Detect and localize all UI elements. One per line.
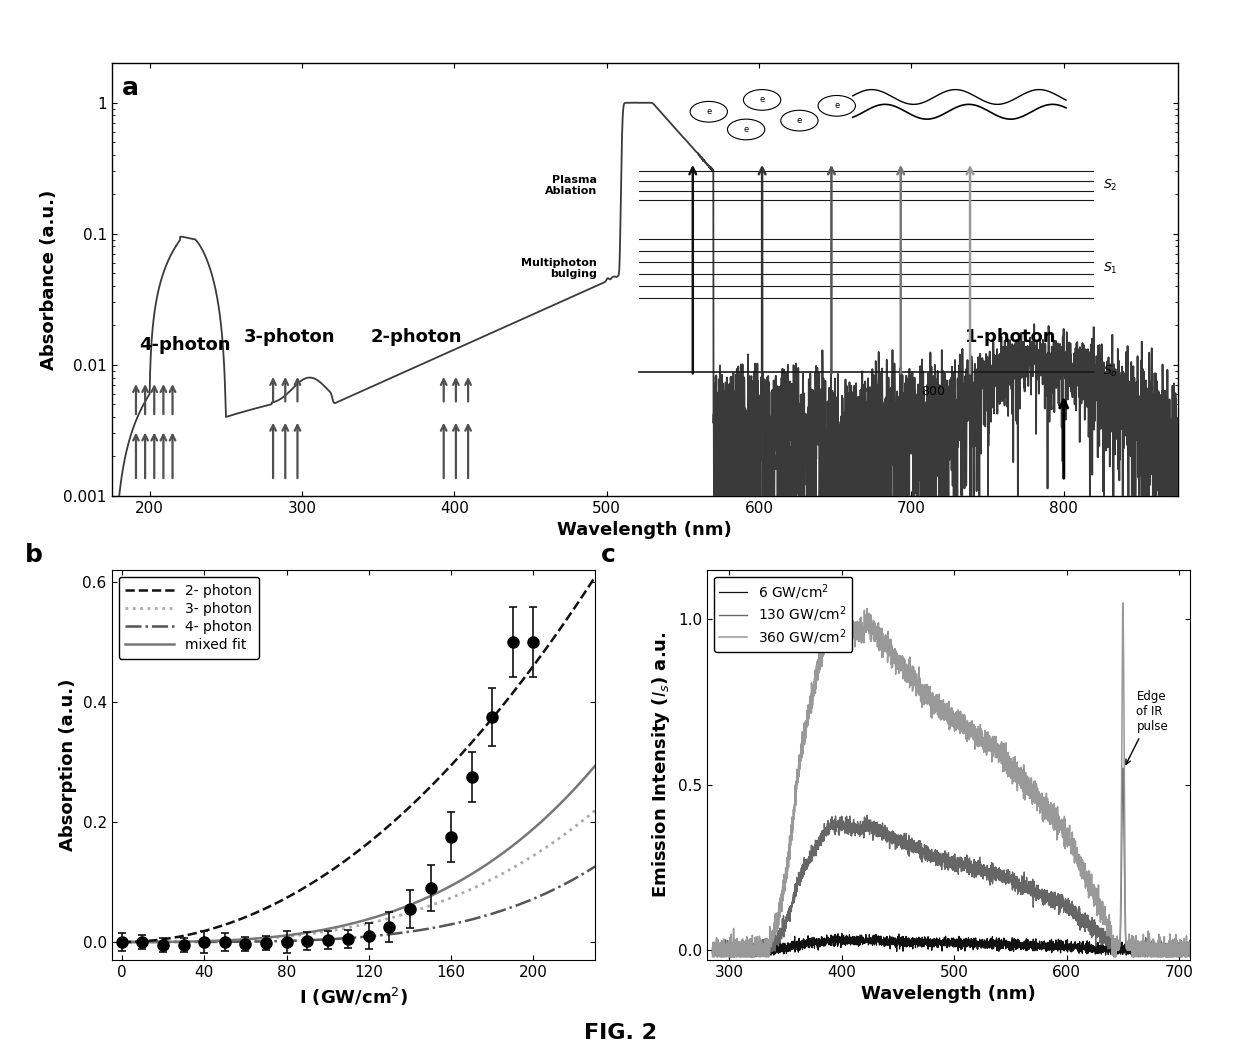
mixed fit xyxy=(114,936,129,948)
Line: 4- photon: 4- photon xyxy=(122,866,595,942)
X-axis label: Wavelength (nm): Wavelength (nm) xyxy=(862,985,1035,1003)
Line: 6 GW/cm$^2$: 6 GW/cm$^2$ xyxy=(713,934,1190,955)
6 GW/cm$^2$ xyxy=(835,927,849,940)
Line: 360 GW/cm$^2$: 360 GW/cm$^2$ xyxy=(713,602,1190,957)
Text: c: c xyxy=(600,543,615,567)
130 GW/cm$^2$ xyxy=(1159,951,1174,963)
Line: mixed fit: mixed fit xyxy=(122,766,595,942)
4- photon xyxy=(588,860,603,872)
Text: 3-photon: 3-photon xyxy=(244,328,336,346)
6 GW/cm$^2$ xyxy=(972,938,987,951)
130 GW/cm$^2$ xyxy=(992,861,1007,874)
3- photon xyxy=(588,804,603,817)
6 GW/cm$^2$ xyxy=(706,946,720,959)
mixed fit xyxy=(306,925,321,938)
360 GW/cm$^2$ xyxy=(992,740,1007,752)
Text: 2-photon: 2-photon xyxy=(371,328,463,346)
130 GW/cm$^2$ xyxy=(706,951,720,963)
mixed fit xyxy=(322,922,337,935)
3- photon xyxy=(439,894,454,906)
360 GW/cm$^2$ xyxy=(1070,850,1085,863)
2- photon xyxy=(484,713,498,726)
4- photon xyxy=(306,934,321,946)
3- photon xyxy=(162,936,177,948)
X-axis label: Wavelength (nm): Wavelength (nm) xyxy=(558,521,732,539)
6 GW/cm$^2$ xyxy=(1086,939,1101,952)
Text: FIG. 2: FIG. 2 xyxy=(584,1023,656,1043)
6 GW/cm$^2$ xyxy=(1132,942,1147,955)
3- photon xyxy=(492,869,507,882)
360 GW/cm$^2$ xyxy=(972,725,987,737)
2- photon xyxy=(492,704,507,716)
2- photon xyxy=(588,571,603,583)
4- photon xyxy=(162,936,177,948)
130 GW/cm$^2$ xyxy=(1183,943,1198,956)
Legend: 2- photon, 3- photon, 4- photon, mixed fit: 2- photon, 3- photon, 4- photon, mixed f… xyxy=(119,577,259,659)
360 GW/cm$^2$ xyxy=(1086,884,1101,897)
2- photon xyxy=(114,936,129,948)
Y-axis label: Emission Intensity ($I_s$) a.u.: Emission Intensity ($I_s$) a.u. xyxy=(650,632,672,898)
mixed fit xyxy=(162,936,177,948)
2- photon xyxy=(162,932,177,944)
Text: Edge
of IR
pulse: Edge of IR pulse xyxy=(1126,690,1168,764)
Line: 3- photon: 3- photon xyxy=(122,810,595,942)
130 GW/cm$^2$ xyxy=(706,946,720,959)
6 GW/cm$^2$ xyxy=(1159,942,1174,955)
2- photon xyxy=(322,865,337,878)
mixed fit xyxy=(484,856,498,868)
4- photon xyxy=(114,936,129,948)
3- photon xyxy=(322,924,337,937)
360 GW/cm$^2$ xyxy=(1116,596,1131,609)
Text: 1-photon: 1-photon xyxy=(965,328,1056,346)
360 GW/cm$^2$ xyxy=(706,951,720,963)
2- photon xyxy=(306,876,321,888)
6 GW/cm$^2$ xyxy=(1070,940,1085,953)
130 GW/cm$^2$ xyxy=(1116,762,1131,774)
Text: a: a xyxy=(123,76,139,100)
4- photon xyxy=(322,933,337,945)
4- photon xyxy=(484,907,498,920)
130 GW/cm$^2$ xyxy=(1086,918,1101,931)
360 GW/cm$^2$ xyxy=(707,951,722,963)
mixed fit xyxy=(492,849,507,862)
mixed fit xyxy=(439,882,454,895)
Legend: 6 GW/cm$^2$, 130 GW/cm$^2$, 360 GW/cm$^2$: 6 GW/cm$^2$, 130 GW/cm$^2$, 360 GW/cm$^2… xyxy=(714,577,852,652)
6 GW/cm$^2$ xyxy=(992,940,1007,953)
360 GW/cm$^2$ xyxy=(1132,945,1147,958)
360 GW/cm$^2$ xyxy=(1183,947,1198,960)
Y-axis label: Absorbance (a.u.): Absorbance (a.u.) xyxy=(40,190,58,369)
Text: b: b xyxy=(25,543,42,567)
Line: 130 GW/cm$^2$: 130 GW/cm$^2$ xyxy=(713,768,1190,957)
3- photon xyxy=(484,874,498,886)
6 GW/cm$^2$ xyxy=(1183,942,1198,955)
130 GW/cm$^2$ xyxy=(1070,910,1085,923)
mixed fit xyxy=(588,760,603,772)
3- photon xyxy=(114,936,129,948)
X-axis label: I (GW/cm$^2$): I (GW/cm$^2$) xyxy=(299,985,408,1008)
4- photon xyxy=(439,919,454,932)
6 GW/cm$^2$ xyxy=(706,948,720,961)
2- photon xyxy=(439,764,454,776)
Y-axis label: Absorption (a.u.): Absorption (a.u.) xyxy=(60,678,77,851)
Text: 4-photon: 4-photon xyxy=(139,335,231,353)
130 GW/cm$^2$ xyxy=(972,868,987,881)
Line: 2- photon: 2- photon xyxy=(122,577,595,942)
3- photon xyxy=(306,927,321,940)
4- photon xyxy=(492,905,507,918)
360 GW/cm$^2$ xyxy=(1159,940,1174,953)
130 GW/cm$^2$ xyxy=(1132,948,1147,961)
